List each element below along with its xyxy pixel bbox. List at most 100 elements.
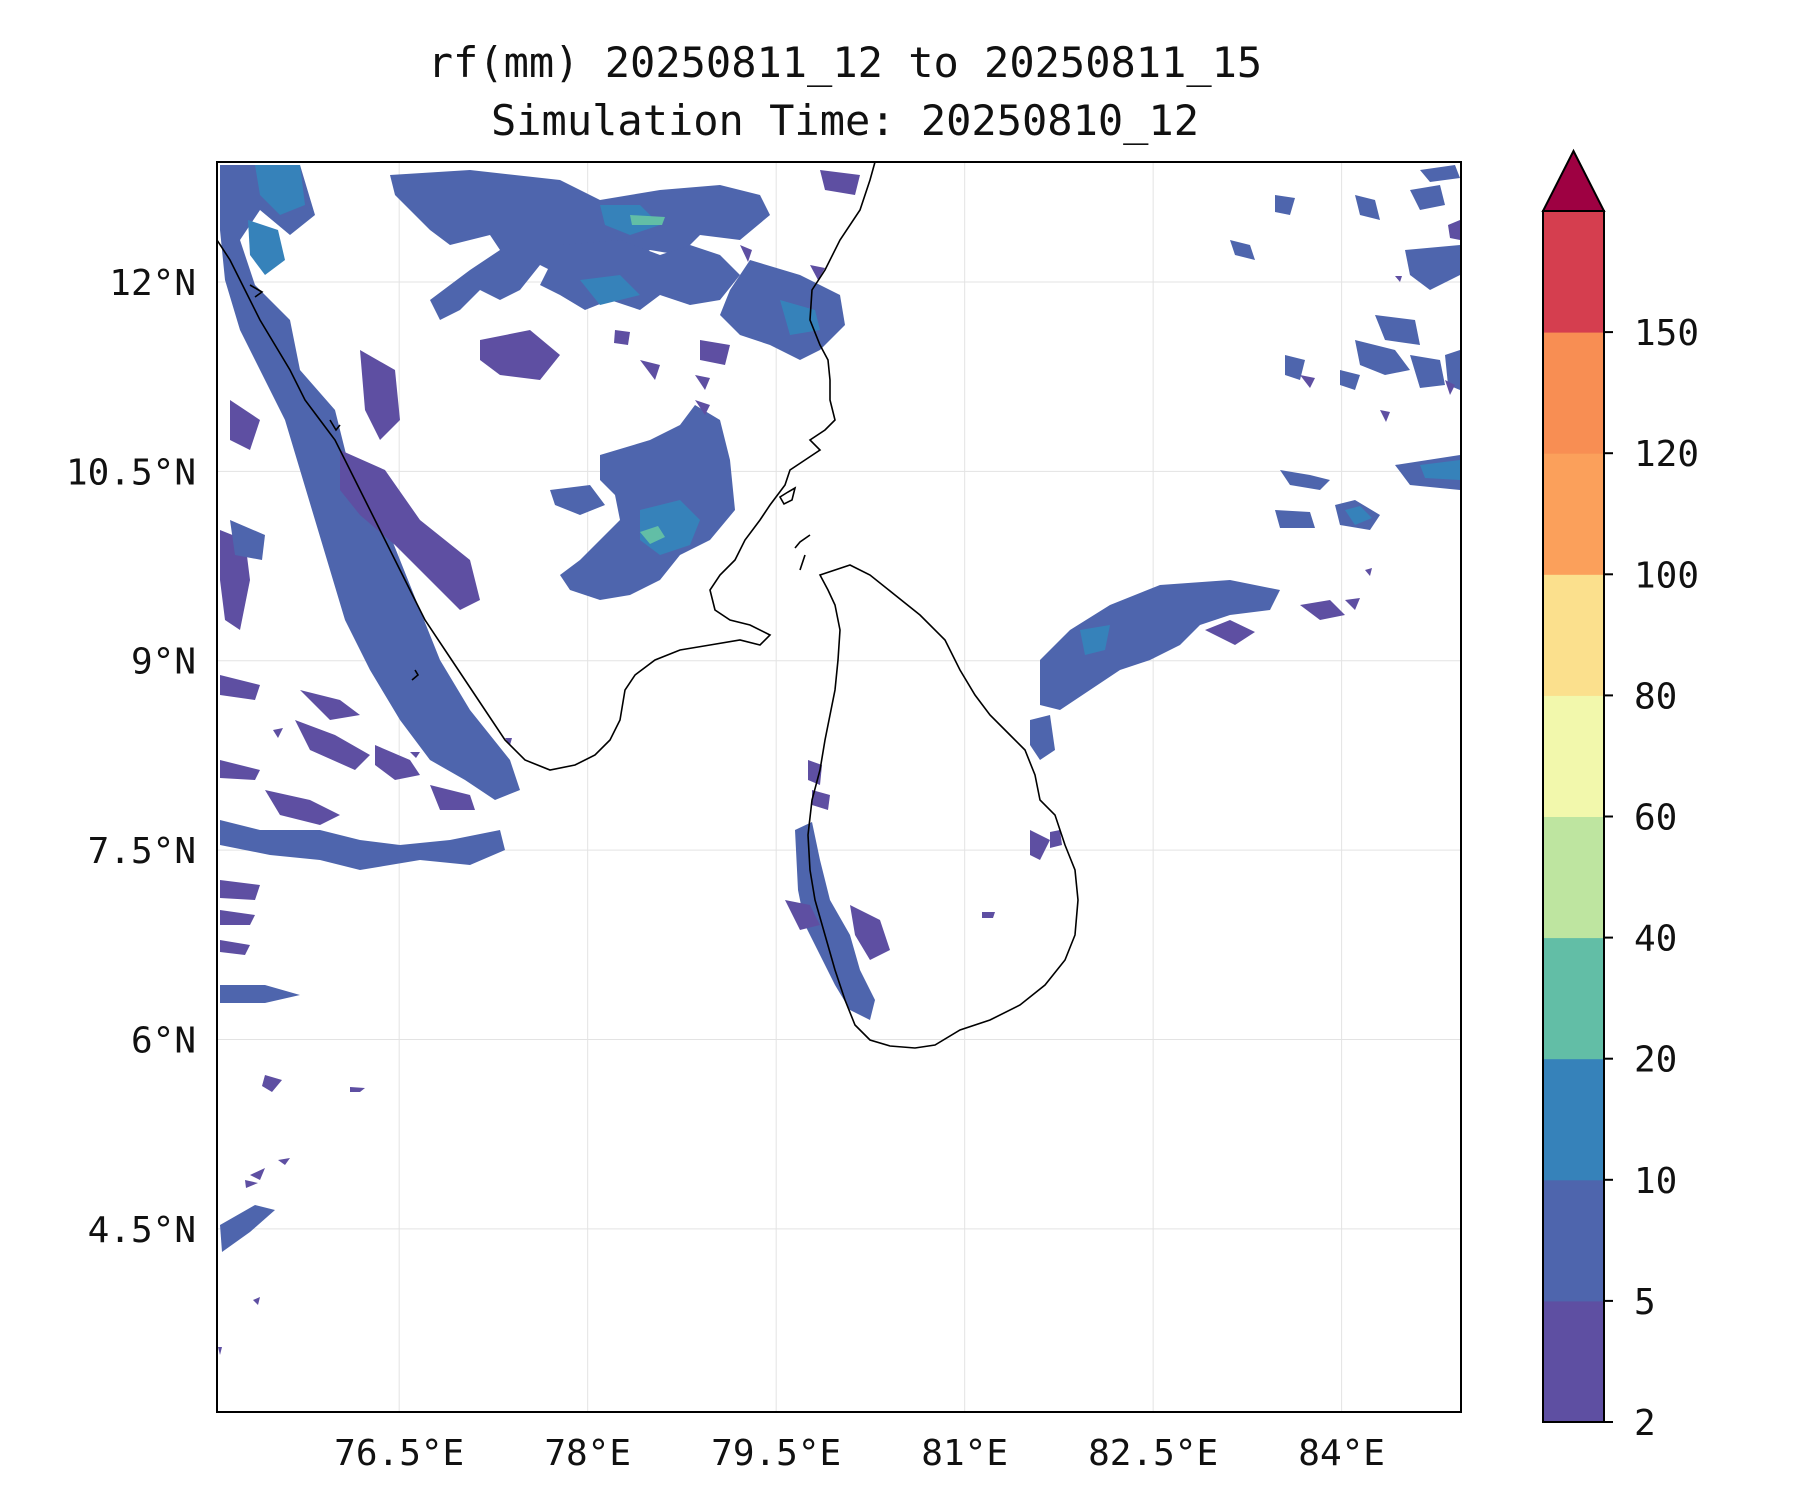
y-tick-label: 9°N xyxy=(131,642,196,683)
rain-patch xyxy=(1275,510,1315,528)
rain-patch xyxy=(1445,380,1455,395)
y-tick-label: 7.5°N xyxy=(88,831,196,872)
rain-patch xyxy=(250,1168,265,1180)
rain-patch xyxy=(253,1297,260,1305)
rain-patch xyxy=(550,485,605,515)
map-title-line-2: Simulation Time: 20250810_12 xyxy=(490,96,1199,145)
rain-patch xyxy=(1355,340,1410,375)
rain-patch xyxy=(1445,350,1460,390)
rain-patch xyxy=(982,912,995,918)
rain-patch xyxy=(1410,185,1445,210)
rainfall-field xyxy=(218,165,1460,1355)
rain-patch xyxy=(1448,220,1460,240)
rain-patch xyxy=(740,245,752,262)
rain-patch xyxy=(220,820,505,870)
rain-patch xyxy=(350,1087,365,1092)
rain-patch xyxy=(1300,375,1315,388)
rain-patch xyxy=(1380,410,1390,422)
rain-patch xyxy=(600,205,660,235)
colorbar-segment xyxy=(1543,1300,1604,1423)
rain-patch xyxy=(1355,195,1380,220)
rain-patch xyxy=(410,752,420,758)
x-tick-label: 76.5°E xyxy=(334,1433,464,1474)
rain-patch xyxy=(695,400,710,415)
rain-patch xyxy=(1405,245,1460,290)
colorbar-tick-label: 2 xyxy=(1634,1403,1656,1444)
rain-patch xyxy=(220,985,300,1003)
y-tick-label: 10.5°N xyxy=(66,452,196,493)
rain-patch xyxy=(1420,460,1460,480)
rain-patch xyxy=(1050,830,1062,848)
y-tick-label: 6°N xyxy=(131,1021,196,1062)
rain-patch xyxy=(220,940,250,955)
longitude-ticks: 76.5°E 78°E 79.5°E 81°E 82.5°E 84°E xyxy=(334,1433,1385,1474)
colorbar-tick-label: 40 xyxy=(1634,919,1677,960)
rain-patch xyxy=(560,405,735,600)
rain-patch xyxy=(360,350,400,440)
rain-patch xyxy=(1365,568,1372,576)
rain-patch xyxy=(812,790,830,810)
rain-patch xyxy=(340,450,480,610)
rain-patch xyxy=(700,340,730,365)
colorbar-segment xyxy=(1543,695,1604,817)
rain-patch xyxy=(695,375,710,390)
rain-patch xyxy=(1420,165,1460,182)
x-tick-label: 84°E xyxy=(1298,1433,1385,1474)
rain-patch xyxy=(230,400,260,450)
rain-patch xyxy=(265,790,340,825)
colorbar-segment xyxy=(1543,816,1604,939)
rain-patch xyxy=(220,760,260,780)
rain-patch xyxy=(278,1158,290,1165)
rain-patch xyxy=(220,675,260,700)
colorbar-segment xyxy=(1543,453,1604,575)
rain-patch xyxy=(1280,470,1330,490)
rain-patch xyxy=(220,1205,275,1252)
rain-patch xyxy=(580,275,640,305)
colorbar: 2 5 10 20 40 60 80 100 120 150 xyxy=(1541,148,1699,1444)
rain-patch xyxy=(1275,195,1295,215)
colorbar-tick-label: 80 xyxy=(1634,676,1677,717)
rain-patch xyxy=(480,330,560,380)
map-title-line-1: rf(mm) 20250811_12 to 20250811_15 xyxy=(427,38,1263,87)
rain-patch xyxy=(505,738,512,745)
rain-patch xyxy=(1410,355,1445,388)
rain-patch xyxy=(248,220,285,275)
x-tick-label: 78°E xyxy=(544,1433,631,1474)
coastline xyxy=(217,162,1079,1049)
rain-patch xyxy=(808,760,822,785)
x-tick-label: 79.5°E xyxy=(711,1433,841,1474)
rain-patch xyxy=(245,1180,258,1188)
rain-patch xyxy=(218,1347,222,1355)
rain-patch xyxy=(1340,370,1360,390)
colorbar-tick-label: 100 xyxy=(1634,555,1699,596)
rain-patch xyxy=(1080,625,1110,655)
rain-patch xyxy=(1230,240,1255,260)
rain-patch xyxy=(614,330,630,345)
rain-patch xyxy=(220,165,520,800)
rain-patch xyxy=(1040,580,1280,710)
rain-patch xyxy=(1345,506,1372,525)
rain-patch xyxy=(1395,276,1402,282)
rain-patch xyxy=(1345,598,1360,610)
rain-patch xyxy=(820,170,860,195)
rain-patch xyxy=(262,1075,282,1092)
rain-patch xyxy=(1030,715,1055,760)
rain-patch xyxy=(1285,355,1305,380)
rain-patch xyxy=(273,728,283,738)
colorbar-tick-label: 10 xyxy=(1634,1161,1677,1202)
colorbar-segment xyxy=(1543,574,1604,696)
y-tick-label: 12°N xyxy=(109,263,196,304)
x-tick-label: 81°E xyxy=(921,1433,1008,1474)
colorbar-segment xyxy=(1543,332,1604,454)
colorbar-tick-label: 120 xyxy=(1634,434,1699,475)
rain-patch xyxy=(1300,600,1345,620)
rain-patch xyxy=(630,215,665,225)
rain-patch xyxy=(375,745,420,780)
colorbar-segment xyxy=(1543,211,1604,333)
rain-patch xyxy=(220,880,260,900)
colorbar-extend-arrow xyxy=(1541,148,1606,212)
rain-patch xyxy=(295,720,370,770)
rain-patch xyxy=(220,910,255,925)
rain-patch xyxy=(640,360,660,380)
colorbar-tick-label: 20 xyxy=(1634,1040,1677,1081)
